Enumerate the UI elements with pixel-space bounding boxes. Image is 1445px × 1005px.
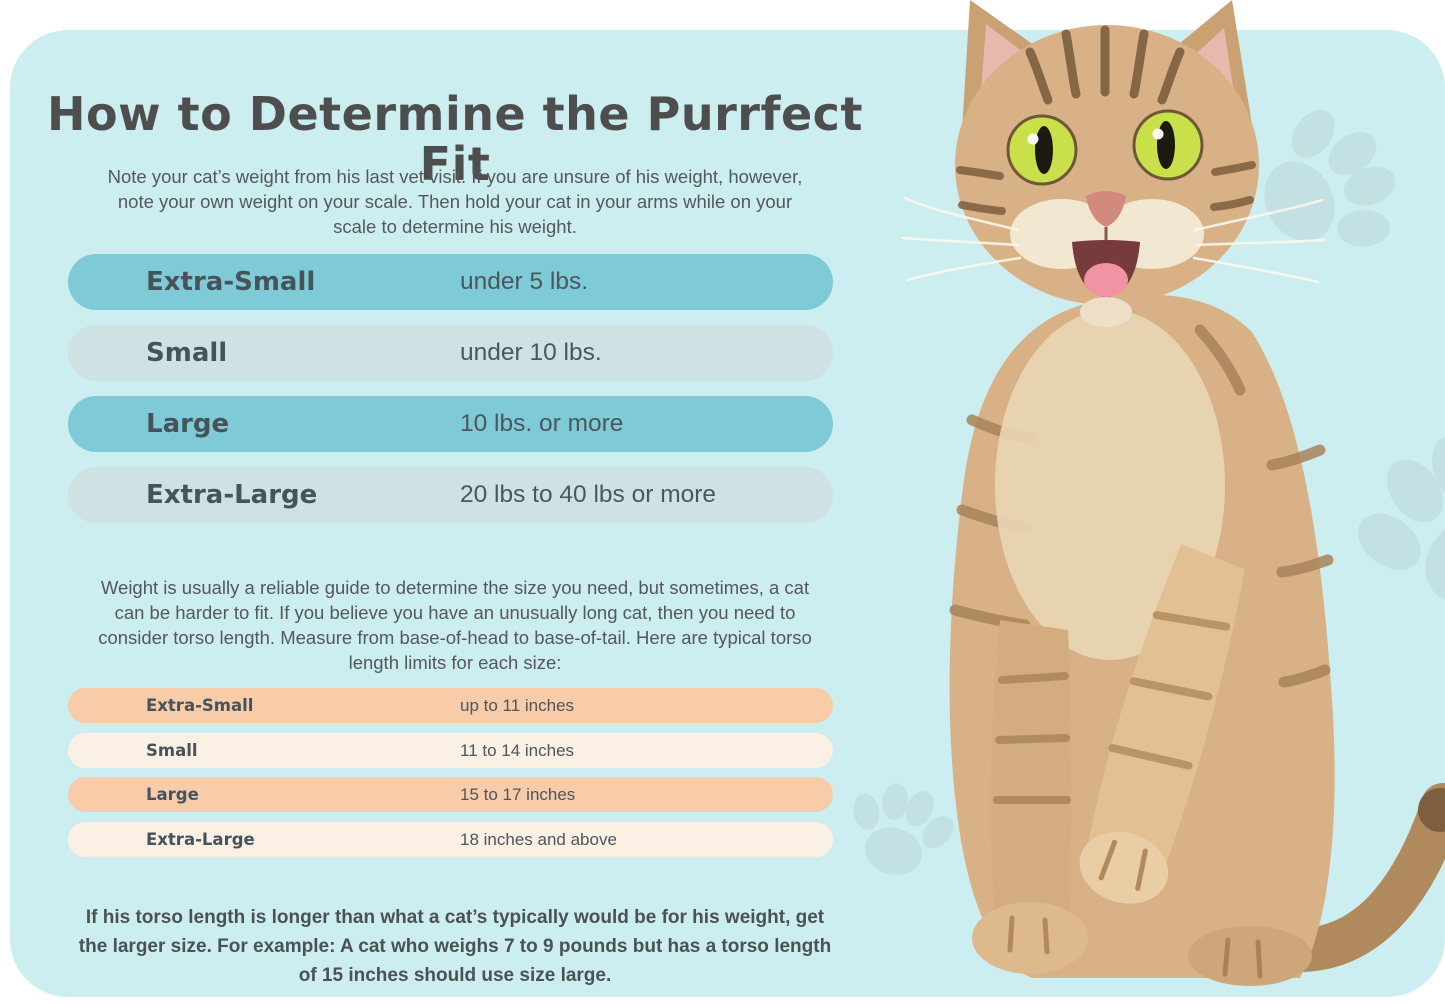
size-value: 18 inches and above [460,829,617,849]
table-row: Extra-Small up to 11 inches [68,688,833,723]
size-label: Small [146,741,198,760]
size-value: under 10 lbs. [460,339,602,366]
torso-note-paragraph: Weight is usually a reliable guide to de… [98,576,812,673]
table-row: Extra-Small under 5 lbs. [68,254,833,310]
size-value: 11 to 14 inches [460,740,575,760]
size-label: Extra-Small [146,696,254,715]
size-value: 10 lbs. or more [460,410,624,437]
size-label: Extra-Large [146,480,318,510]
footer-note-paragraph: If his torso length is longer than what … [78,907,832,986]
table-row: Extra-Large 18 inches and above [68,822,833,857]
size-label: Extra-Small [146,267,316,297]
size-label: Large [146,785,199,804]
table-row: Large 15 to 17 inches [68,777,833,812]
size-label: Small [146,338,228,368]
size-label: Large [146,409,230,439]
size-value: under 5 lbs. [460,268,589,295]
cat-photo [900,0,1445,986]
table-row: Small 11 to 14 inches [68,733,833,768]
size-value: 15 to 17 inches [460,784,576,804]
size-label: Extra-Large [146,830,255,849]
table-row: Small under 10 lbs. [68,325,833,381]
size-value: up to 11 inches [460,695,575,715]
intro-paragraph: Note your cat’s weight from his last vet… [107,165,803,237]
size-value: 20 lbs to 40 lbs or more [460,481,717,508]
page-title: How to Determine the Purrfect Fit [47,86,863,192]
table-row: Extra-Large 20 lbs to 40 lbs or more [68,467,833,523]
table-row: Large 10 lbs. or more [68,396,833,452]
